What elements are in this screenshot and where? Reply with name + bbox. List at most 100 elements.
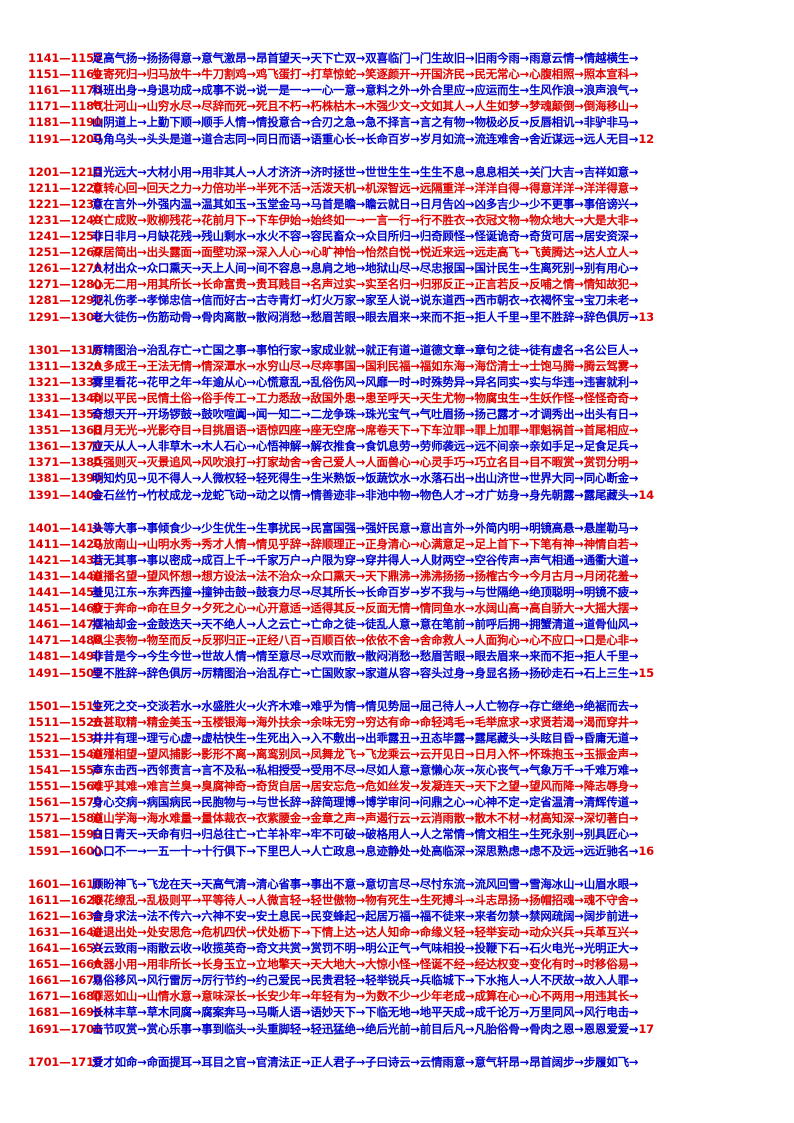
- range-label: 1391—1400: [28, 487, 102, 502]
- idiom-chain: 山阴道上→上勤下顺→顺手人情→情投意合→合刃之急→急不择言→言之有物→物极必反→…: [92, 115, 639, 130]
- chain-row: 1471—1480风尘表物→物至而反→反邪归正→正经八百→百顺百依→依依不舍→舍…: [28, 632, 639, 648]
- chain-row: 1431—1440道播名望→望风怀想→想方设法→法不治众→众口熏天→天下鼎沸→沸…: [28, 568, 639, 584]
- chain-row: 1481—1490非昔是今→今生今世→世故人情→情至意尽→尽欢而散→散闷消愁→愁…: [28, 648, 639, 664]
- range-label: 1161—1170: [28, 83, 102, 98]
- page-number: 16: [638, 843, 654, 858]
- page-number: 17: [638, 1021, 654, 1036]
- chain-row: 1691—1700击节叹赏→赏心乐事→事到临头→头重脚轻→轻迅猛绝→绝后光前→前…: [28, 1021, 654, 1037]
- chain-row: 1231—1240兴亡成败→败柳残花→花前月下→下车伊始→始终如一→一言一行→行…: [28, 212, 639, 228]
- chain-row: 1141—1150足高气扬→扬扬得意→意气激昂→昂首望天→天下亡双→双喜临门→门…: [28, 50, 639, 66]
- chain-row: 1501—1510生死之交→交淡若水→水盛胜火→火齐木难→难乎为情→情见势屈→屈…: [28, 698, 639, 714]
- chain-row: 1321—1330雾里看花→花甲之年→年逾从心→心慌意乱→乱俗伤风→风靡一时→时…: [28, 374, 639, 390]
- chain-row: 1151—1160生寄死归→归马放牛→牛刀割鸡→鸡飞蛋打→打草惊蛇→笑逐颜开→开…: [28, 66, 639, 82]
- chain-row: 1311—1320人多成王→王法无情→情深潭水→水穷山尽→尽瘁事国→国利民福→福…: [28, 358, 639, 374]
- range-label: 1661—1670: [28, 973, 102, 988]
- chain-row: 1641—1650兴云致雨→雨散云收→收揽英奇→奇文共赏→赏罚不明→明公正气→气…: [28, 940, 639, 956]
- chain-row: 1651—1660大器小用→用非所长→长身玉立→立地擎天→天大地大→大惊小怪→怪…: [28, 956, 639, 972]
- range-label: 1251—1260: [28, 245, 102, 260]
- idiom-chain: 易俗移风→风行雷厉→厉行节约→约己爱民→民贵君轻→轻举锐兵→兵临城下→下水拖人→…: [92, 973, 639, 988]
- range-label: 1201—1210: [28, 164, 102, 179]
- range-label: 1191—1200: [28, 131, 102, 146]
- idiom-chain: 摆袖却金→金鼓迭天→天不绝人→人之云亡→亡命之徒→徒乱人意→意在笔前→前呼后拥→…: [92, 617, 639, 632]
- chain-row: 1401—1410头等大事→事倾食少→少生优生→生事扰民→民富国强→强奸民意→意…: [28, 520, 639, 536]
- chain-row: 1351—1360日月无光→光影夺目→目挑眉语→语惊四座→座无空席→席卷天下→下…: [28, 422, 639, 438]
- chain-row: 1421—1430若无其事→事以密成→成百上千→千家万户→户限为穿→穿井得人→人…: [28, 552, 639, 568]
- idiom-chain: 若无其事→事以密成→成百上千→千家万户→户限为穿→穿井得人→人财两空→空谷传声→…: [92, 552, 639, 567]
- idiom-chain: 明知灼见→见不得人→人微权轻→轻死得生→生米熟饭→饭蔬饮水→水落石出→出山济世→…: [92, 471, 639, 486]
- chain-row: 1291—1300老大徒伤→伤筋动骨→骨肉离散→散闷消愁→愁眉苦眼→眼去眉来→来…: [28, 309, 654, 325]
- chain-row: 1221—1230意在言外→外强内温→温其如玉→玉堂金马→马首是瞻→瞻云就日→日…: [28, 196, 639, 212]
- idiom-chain: 道殣相望→望风捕影→影形不离→离鸾别凤→凤舞龙飞→飞龙乘云→云开见日→日月入怀→…: [92, 746, 639, 761]
- idiom-chain: 身心交病→病国病民→民胞物与→与世长辞→辞简理博→博学审问→问鼎之心→心神不定→…: [92, 795, 639, 810]
- idiom-chain: 人材出众→众口熏天→天上人间→间不容息→息肩之地→地狱山尽→尽忠报国→国计民生→…: [92, 261, 639, 276]
- chain-row: 1521—1530井井有理→理亏心虚→虚枯快生→生死出入→入不敷出→出乖露丑→丑…: [28, 730, 639, 746]
- range-label: 1601—1610: [28, 876, 102, 891]
- range-label: 1171—1180: [28, 99, 102, 114]
- chain-row: 1261—1270人材出众→众口熏天→天上人间→间不容息→息肩之地→地狱山尽→尽…: [28, 260, 639, 276]
- chain-row: 1681—1690长林丰草→草木同腐→腐案奔马→马嘶人语→语妙天下→下临无地→地…: [28, 1004, 639, 1020]
- range-label: 1421—1430: [28, 552, 102, 567]
- range-label: 1291—1300: [28, 309, 102, 324]
- range-label: 1361—1370: [28, 439, 102, 454]
- idiom-chain: 雾里看花→花甲之年→年逾从心→心慌意乱→乱俗伤风→风靡一时→时殊势异→异名同实→…: [92, 374, 639, 389]
- chain-row: 1701—1710爱才如命→命面提耳→耳目之官→官清法正→正人君子→子曰诗云→云…: [28, 1054, 639, 1070]
- chain-row: 1671—1680罪恶如山→山情水意→意味深长→长安少年→年轻有为→为数不少→少…: [28, 988, 639, 1004]
- chain-row: 1211—1220意转心回→回天之力→力倍功半→半死不活→活泼天机→机深智远→远…: [28, 180, 639, 196]
- chain-row: 1411—1420马放南山→山明水秀→秀才人情→情见乎辞→辞顺理正→正身清心→心…: [28, 536, 639, 552]
- range-label: 1221—1230: [28, 196, 102, 211]
- range-label: 1561—1570: [28, 795, 102, 810]
- idiom-chain: 利以平民→民情土俗→俗手传工→工力悉敌→敌国外患→患至呼天→天生尤物→物腐虫生→…: [92, 390, 639, 405]
- range-label: 1591—1600: [28, 843, 102, 858]
- page-number: 14: [638, 487, 654, 502]
- idiom-chain: 厉精图治→治乱存亡→亡国之事→事怕行家→家成业就→就正有道→道德文章→章句之徒→…: [92, 342, 639, 357]
- page-number: 12: [638, 131, 654, 146]
- range-label: 1651—1660: [28, 957, 102, 972]
- range-label: 1691—1700: [28, 1021, 102, 1036]
- chain-row: 1391—1400金石丝竹→竹杖成龙→龙蛇飞动→动之以情→情善迹非→非池中物→物…: [28, 487, 654, 503]
- idiom-chain: 老大徒伤→伤筋动骨→骨肉离散→散闷消愁→愁眉苦眼→眼去眉来→来而不拒→拒人千里→…: [92, 309, 639, 324]
- chain-row: 1181—1190山阴道上→上勤下顺→顺手人情→情投意合→合刃之急→急不择言→言…: [28, 114, 639, 130]
- range-label: 1671—1680: [28, 989, 102, 1004]
- range-label: 1351—1360: [28, 423, 102, 438]
- idiom-chain: 头等大事→事倾食少→少生优生→生事扰民→民富国强→强奸民意→意出言外→外简内明→…: [92, 520, 639, 535]
- idiom-chain: 目光远大→大材小用→用非其人→人才济济→济时拯世→世世生生→生生不息→息息相关→…: [92, 164, 639, 179]
- idiom-chain: 兴云致雨→雨散云收→收揽英奇→奇文共赏→赏罚不明→明公正气→气味相投→投鞭下石→…: [92, 941, 639, 955]
- range-label: 1701—1710: [28, 1054, 102, 1069]
- idiom-chain: 长林丰草→草木同腐→腐案奔马→马嘶人语→语妙天下→下临无地→地平天成→成千论万→…: [92, 1005, 639, 1020]
- idiom-chain: 深居简出→出头露面→面壁功深→深入人心→心旷神怡→怡然自悦→悦近来远→远走高飞→…: [92, 245, 639, 260]
- range-label: 1381—1390: [28, 471, 102, 486]
- chain-row: 1591—1600心口不一→一五一十→十行俱下→下里巴人→人亡政息→息迹静处→处…: [28, 843, 654, 859]
- idiom-chain: 日月无光→光影夺目→目挑眉语→语惊四座→座无空席→席卷天下→下车泣罪→罪上加罪→…: [92, 423, 639, 438]
- chain-row: 1301—1310厉精图治→治乱存亡→亡国之事→事怕行家→家成业就→就正有道→道…: [28, 342, 639, 358]
- range-label: 1451—1460: [28, 601, 102, 616]
- idiom-chain: 去甚取精→精金美玉→玉楼银海→海外扶余→余味无穷→穷达有命→命轻鸿毛→毛举庶求→…: [92, 714, 639, 729]
- range-label: 1151—1160: [28, 67, 102, 82]
- range-label: 1341—1350: [28, 407, 102, 421]
- range-label: 1141—1150: [28, 51, 102, 65]
- idiom-chain: 舍身求法→法不传六→六神不安→安土息民→民变蜂起→起居万福→福不徒来→来者勿禁→…: [92, 908, 639, 923]
- chain-row: 1251—1260深居简出→出头露面→面壁功深→深入人心→心旷神怡→怡然自悦→悦…: [28, 244, 639, 260]
- idiom-chain: 疲于奔命→命在旦夕→夕死之心→心开意适→适得其反→反面无情→情同鱼水→水阔山高→…: [92, 601, 639, 616]
- chain-row: 1561—1570身心交病→病国病民→民胞物与→与世长辞→辞简理博→博学审问→问…: [28, 794, 639, 810]
- chain-row: 1361—1370应天从人→人非草木→木人石心→心悟神解→解衣推食→食饥息劳→劳…: [28, 438, 639, 454]
- range-label: 1621—1630: [28, 908, 102, 923]
- idiom-chain: 人多成王→王法无情→情深潭水→水穷山尽→尽瘁事国→国利民福→福如东海→海岱清士→…: [92, 358, 639, 373]
- chain-row: 1271—1280心无二用→用其所长→长命富贵→贵耳贱目→名声过实→实至名归→归…: [28, 276, 639, 292]
- range-label: 1181—1190: [28, 115, 102, 130]
- idiom-chain: 心口不一→一五一十→十行俱下→下里巴人→人亡政息→息迹静处→处高临深→深思熟虑→…: [92, 843, 639, 858]
- chain-row: 1381—1390明知灼见→见不得人→人微权轻→轻死得生→生米熟饭→饭蔬饮水→水…: [28, 470, 639, 486]
- chain-row: 1201—1210目光远大→大材小用→用非其人→人才济济→济时拯世→世世生生→生…: [28, 164, 639, 180]
- idiom-chain: 爱才如命→命面提耳→耳目之官→官清法正→正人君子→子曰诗云→云情雨意→意气轩昂→…: [92, 1054, 639, 1069]
- idiom-chain: 羞见江东→东奔西撞→撞钟击鼓→鼓衰力尽→尽其所长→长命百岁→岁不我与→与世隔绝→…: [92, 585, 639, 599]
- chain-row: 1531—1540道殣相望→望风捕影→影形不离→离鸾别凤→凤舞龙飞→飞龙乘云→云…: [28, 746, 639, 762]
- range-label: 1401—1410: [28, 520, 102, 535]
- range-label: 1471—1480: [28, 633, 102, 648]
- range-label: 1511—1520: [28, 714, 102, 729]
- idiom-chain: 大器小用→用非所长→长身玉立→立地擎天→天大地大→大惊小怪→怪诞不经→经达权变→…: [92, 957, 639, 972]
- range-label: 1371—1380: [28, 455, 102, 470]
- idiom-chain: 非昔是今→今生今世→世故人情→情至意尽→尽欢而散→散闷消愁→愁眉苦眼→眼去眉来→…: [92, 649, 639, 664]
- idiom-chain: 心无二用→用其所长→长命富贵→贵耳贱目→名声过实→实至名归→归邪反正→正言若反→…: [92, 277, 639, 292]
- idiom-chain: 气壮河山→山穷水尽→尽辞而死→死且不朽→朽株枯木→木强少文→文如其人→人生如梦→…: [92, 99, 639, 114]
- chain-row: 1571—1580道山学海→海水难量→量体裁衣→衣紫腰金→金章之声→声遏行云→云…: [28, 810, 639, 826]
- idiom-chain: 生死之交→交淡若水→水盛胜火→火齐木难→难乎为情→情见势屈→屈己待人→人亡物存→…: [92, 698, 639, 713]
